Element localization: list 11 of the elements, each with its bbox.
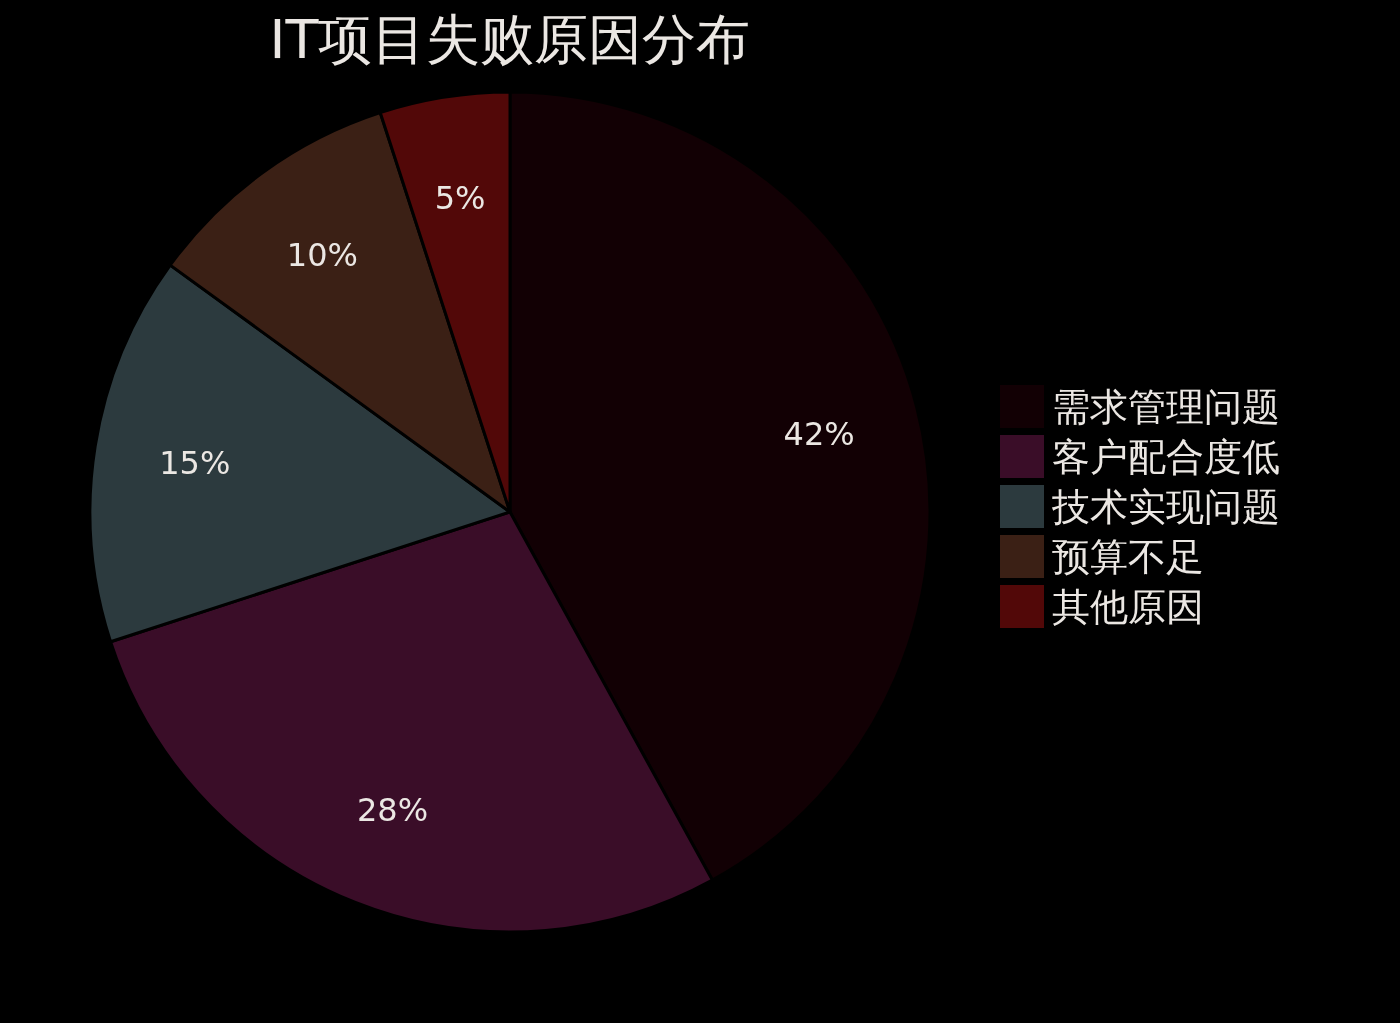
legend-label: 其他原因 — [1052, 585, 1204, 629]
legend-label: 预算不足 — [1052, 535, 1204, 579]
legend-label: 技术实现问题 — [1051, 485, 1280, 529]
data-label: 5% — [434, 178, 486, 217]
data-label: 28% — [356, 790, 429, 829]
data-label: 42% — [783, 414, 855, 453]
chart-title: IT项目失败原因分布 — [269, 8, 751, 71]
legend-label: 客户配合度低 — [1052, 435, 1280, 479]
data-label: 15% — [159, 444, 231, 483]
data-label: 10% — [286, 235, 358, 274]
legend-label: 需求管理问题 — [1052, 385, 1280, 429]
